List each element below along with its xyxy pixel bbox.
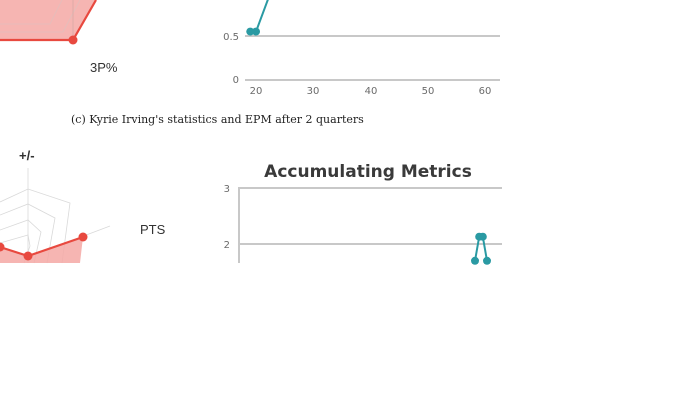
x-tick-label: 30 xyxy=(307,86,320,97)
top-radar-chart: 3P% xyxy=(0,0,118,75)
metric-point xyxy=(483,256,491,265)
chart-title: Accumulating Metrics xyxy=(264,162,472,182)
top-line-chart: 0.5 0 20 30 40 50 60 xyxy=(223,0,500,97)
x-tick-label: 40 xyxy=(365,86,378,97)
bottom-radar-fill xyxy=(0,237,83,263)
epm-line xyxy=(250,0,269,33)
bottom-line-chart: Accumulating Metrics 3 2 xyxy=(224,162,502,265)
epm-series xyxy=(246,0,269,36)
y-tick-label: 0 xyxy=(233,75,239,86)
bottom-radar-point xyxy=(23,251,33,261)
bottom-radar-chart: +/- PTS xyxy=(0,148,166,264)
top-radar-grid xyxy=(0,0,81,33)
figure-caption: (c) Kyrie Irving's statistics and EPM af… xyxy=(71,113,364,126)
bottom-radar-point xyxy=(0,242,5,252)
metric-point xyxy=(471,256,479,265)
metric-line xyxy=(474,235,488,261)
bottom-radar-point xyxy=(78,232,88,242)
bottom-radar-label-pts: PTS xyxy=(140,222,166,237)
x-tick-label: 50 xyxy=(422,86,435,97)
y-tick-label: 3 xyxy=(224,184,230,195)
top-radar-fill xyxy=(0,0,96,40)
x-tick-label: 60 xyxy=(479,86,492,97)
metric-point xyxy=(478,232,487,241)
epm-point xyxy=(252,27,260,36)
epm-point xyxy=(246,27,255,36)
top-radar-grid xyxy=(0,0,63,25)
top-radar-point xyxy=(68,35,78,45)
y-tick-label: 0.5 xyxy=(223,32,239,43)
top-radar-label-3p: 3P% xyxy=(90,60,118,75)
y-tick-label: 2 xyxy=(224,240,230,251)
bottom-radar-label-plusminus: +/- xyxy=(19,148,35,163)
x-tick-label: 20 xyxy=(250,86,263,97)
metric-series xyxy=(471,232,491,265)
